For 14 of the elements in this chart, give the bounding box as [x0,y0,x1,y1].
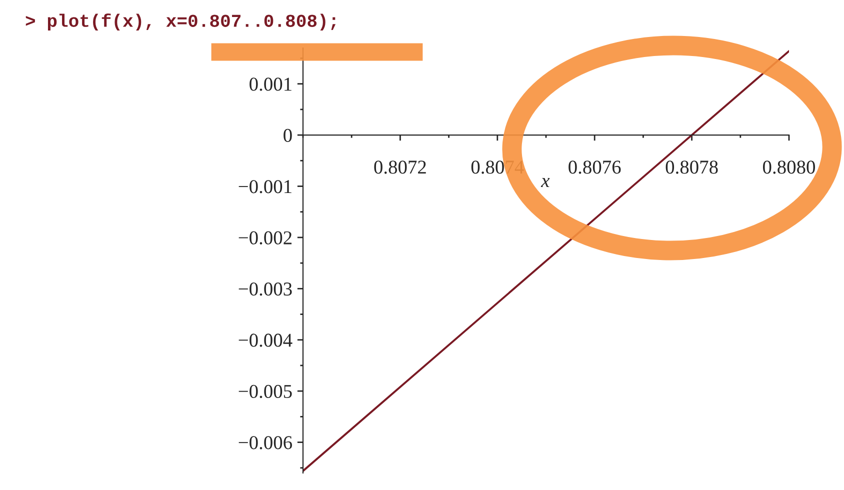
x-tick-label: 0.8072 [374,160,426,174]
y-tick-label: −0.006 [238,436,292,450]
y-tick-label: −0.003 [238,282,292,296]
y-tick-label: −0.001 [238,180,292,194]
text: > plot(f(x), x=0.807..0.808); [26,13,336,31]
x-tick-label: 0.8076 [568,160,621,174]
x-tick-label: 0.8080 [763,160,815,174]
y-tick-label: 0 [284,128,292,142]
y-tick-label: 0.001 [250,78,292,91]
x-tick-label: 0.8078 [666,160,718,174]
x-axis-title: x [540,178,550,187]
y-tick-label: −0.005 [238,384,292,398]
y-tick-label: −0.002 [238,231,292,244]
y-tick-label: −0.004 [238,334,292,347]
